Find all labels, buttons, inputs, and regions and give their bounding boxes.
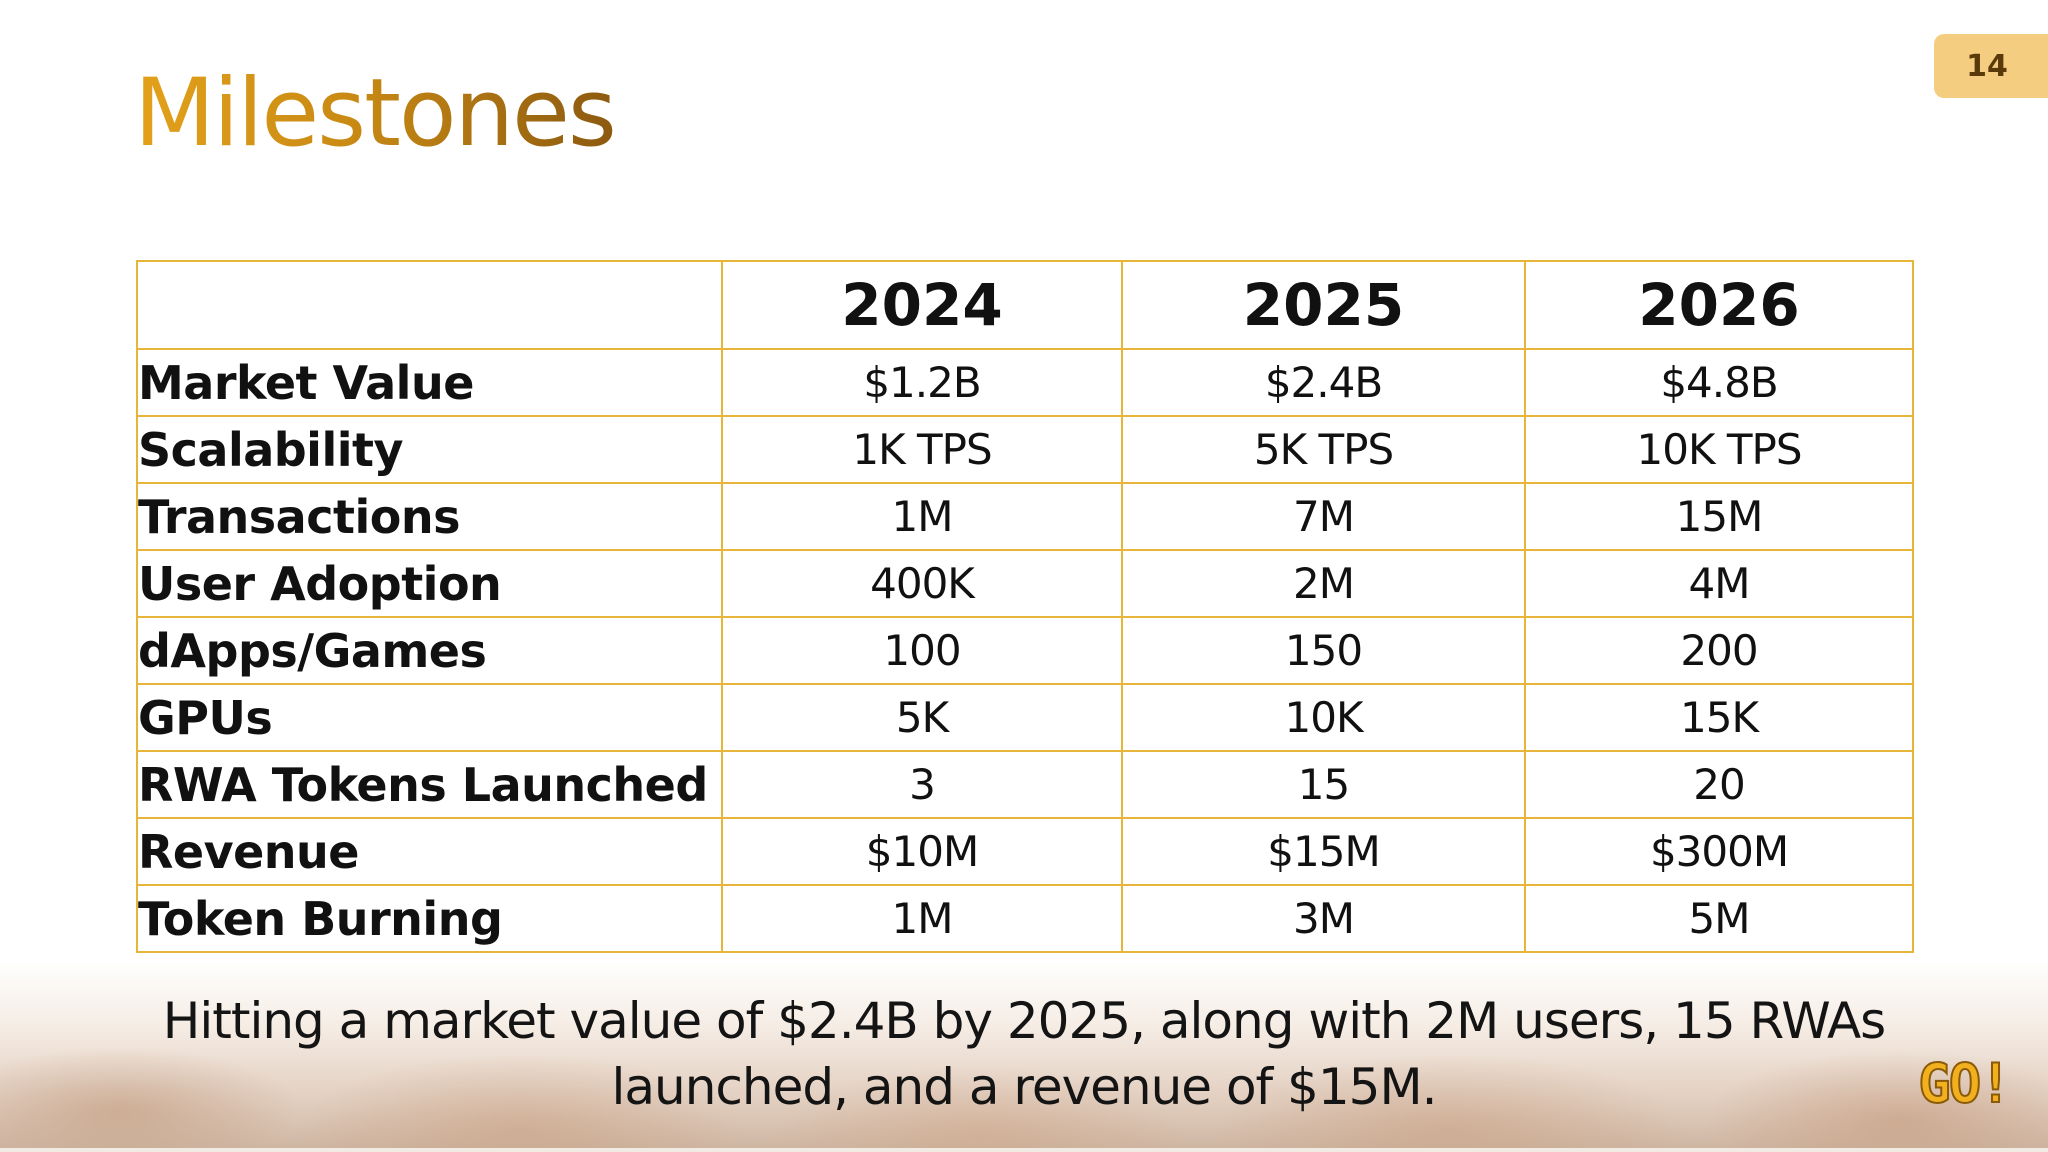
row-label: Revenue: [136, 817, 723, 886]
table-cell: 2M: [1121, 549, 1526, 618]
table-cell: $4.8B: [1524, 348, 1914, 417]
row-label: Market Value: [136, 348, 723, 417]
summary-text: Hitting a market value of $2.4B by 2025,…: [0, 988, 2048, 1120]
table-cell: 10K: [1121, 683, 1526, 752]
table-cell: 15K: [1524, 683, 1914, 752]
column-header-2025: 2025: [1121, 260, 1526, 350]
page-number-badge: 14: [1934, 34, 2048, 98]
table-cell: $15M: [1121, 817, 1526, 886]
table-cell: $300M: [1524, 817, 1914, 886]
table-cell: 15M: [1524, 482, 1914, 551]
table-cell: 150: [1121, 616, 1526, 685]
go-logo: GO!: [1912, 1056, 2016, 1112]
row-label: Token Burning: [136, 884, 723, 953]
row-label: Scalability: [136, 415, 723, 484]
table-row: Token Burning 1M 3M 5M: [136, 884, 1914, 953]
table-cell: 400K: [721, 549, 1123, 618]
table-cell: 3: [721, 750, 1123, 819]
table-row: Scalability 1K TPS 5K TPS 10K TPS: [136, 415, 1914, 484]
table-row: RWA Tokens Launched 3 15 20: [136, 750, 1914, 819]
table-row: GPUs 5K 10K 15K: [136, 683, 1914, 752]
table-cell: 5M: [1524, 884, 1914, 953]
table-cell: 20: [1524, 750, 1914, 819]
table-row: Market Value $1.2B $2.4B $4.8B: [136, 348, 1914, 417]
table-cell: 5K: [721, 683, 1123, 752]
row-label: RWA Tokens Launched: [136, 750, 723, 819]
table-row: User Adoption 400K 2M 4M: [136, 549, 1914, 618]
table-cell: 7M: [1121, 482, 1526, 551]
table-cell: $2.4B: [1121, 348, 1526, 417]
slide-title: Milestones: [134, 59, 617, 168]
table-cell: 1M: [721, 482, 1123, 551]
cloud-footer-background: [0, 960, 2048, 1152]
table-cell: 4M: [1524, 549, 1914, 618]
milestones-table: 2024 2025 2026 Market Value $1.2B $2.4B …: [136, 260, 1914, 953]
table-cell: 1M: [721, 884, 1123, 953]
table-cell: 3M: [1121, 884, 1526, 953]
table-header-row: 2024 2025 2026: [136, 260, 1914, 350]
table-cell: 100: [721, 616, 1123, 685]
logo-text: GO!: [1917, 1052, 2013, 1115]
column-header-2024: 2024: [721, 260, 1123, 350]
row-label: dApps/Games: [136, 616, 723, 685]
table-cell: 10K TPS: [1524, 415, 1914, 484]
table-cell: 1K TPS: [721, 415, 1123, 484]
table-row: Transactions 1M 7M 15M: [136, 482, 1914, 551]
page-number: 14: [1966, 48, 2008, 84]
row-label: GPUs: [136, 683, 723, 752]
table-cell: 5K TPS: [1121, 415, 1526, 484]
table-corner-cell: [136, 260, 723, 350]
row-label: User Adoption: [136, 549, 723, 618]
table-cell: 15: [1121, 750, 1526, 819]
footer-edge: [0, 1148, 2048, 1152]
summary-line: launched, and a revenue of $15M.: [611, 1058, 1437, 1116]
row-label: Transactions: [136, 482, 723, 551]
table-cell: $10M: [721, 817, 1123, 886]
table-cell: 200: [1524, 616, 1914, 685]
column-header-2026: 2026: [1524, 260, 1914, 350]
table-row: Revenue $10M $15M $300M: [136, 817, 1914, 886]
table-cell: $1.2B: [721, 348, 1123, 417]
table-row: dApps/Games 100 150 200: [136, 616, 1914, 685]
summary-line: Hitting a market value of $2.4B by 2025,…: [162, 992, 1886, 1050]
